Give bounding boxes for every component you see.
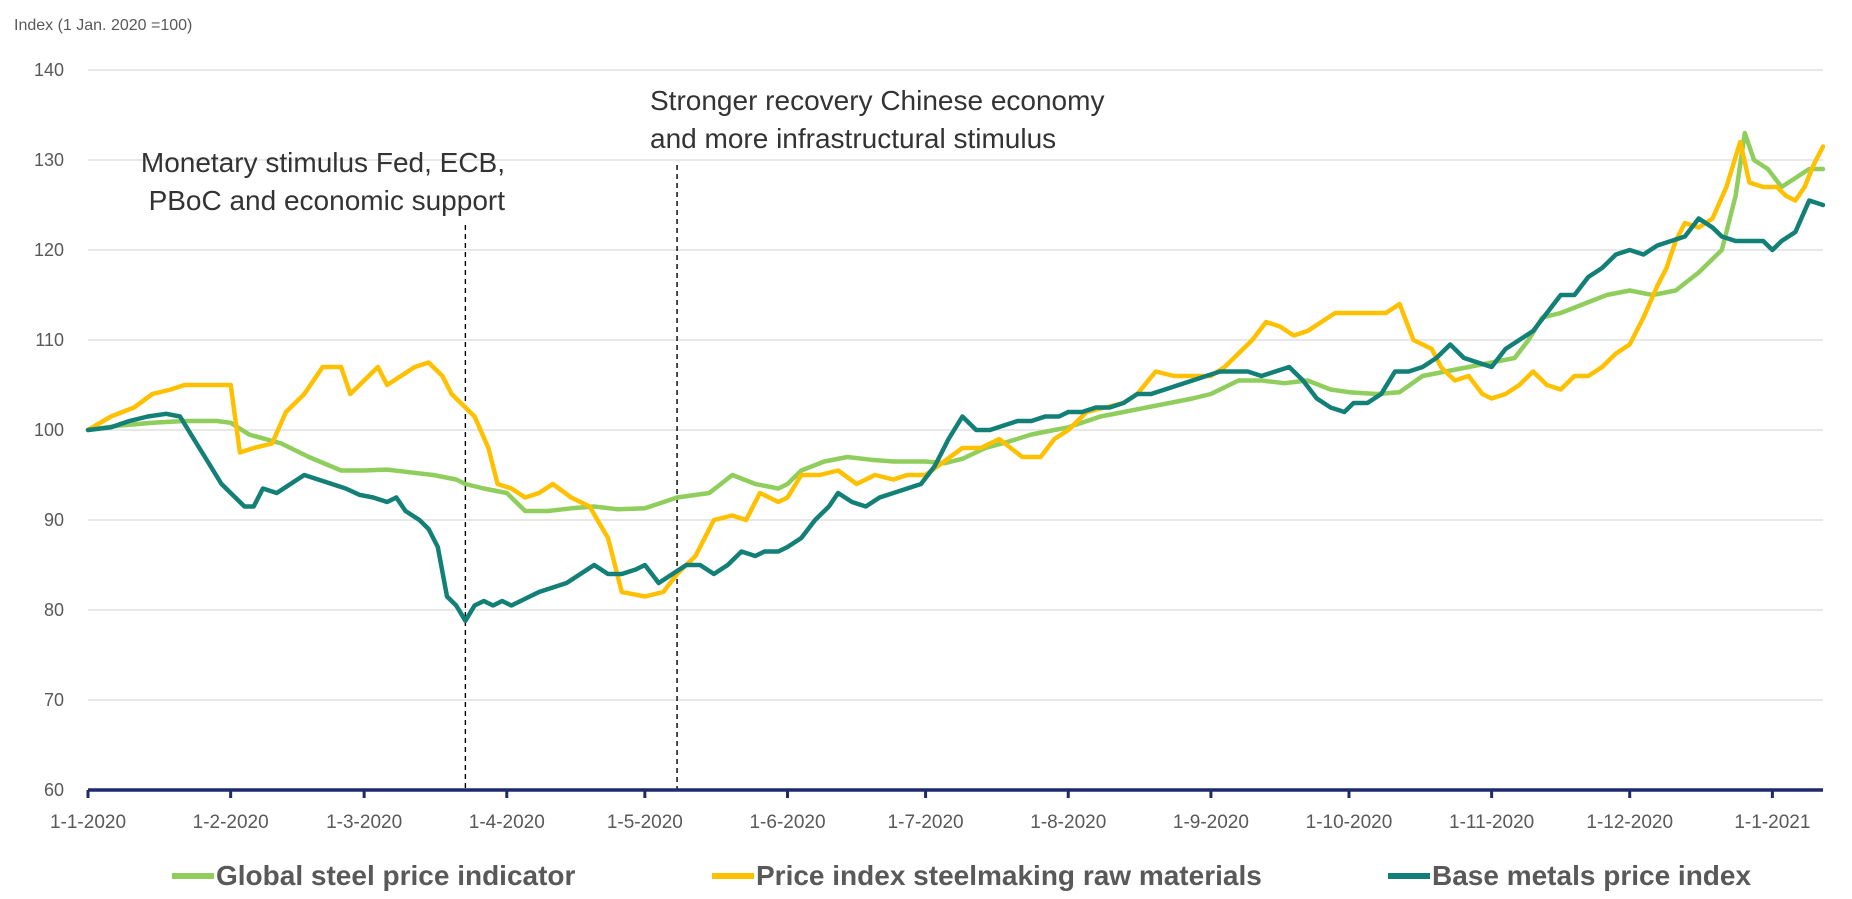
annotation-text-2-1: Stronger recovery Chinese economy (650, 85, 1104, 116)
series-line-3 (85, 198, 1826, 624)
x-tick-1-7-2020: 1-7-2020 (888, 812, 964, 833)
x-tick-1-1-2020: 1-1-2020 (50, 812, 126, 833)
x-tick-1-11-2020: 1-11-2020 (1449, 812, 1534, 833)
x-tick-labels: 1-1-2020 1-2-2020 1-3-2020 1-4-2020 1-5-2020… (50, 812, 1810, 833)
annotations: Monetary stimulus Fed, ECB, PBoC and econ… (141, 85, 1105, 216)
y-tick-120: 120 (34, 240, 64, 260)
legend-label-3: Base metals price index (1432, 860, 1751, 891)
y-tick-110: 110 (35, 330, 64, 350)
legend-label-1: Global steel price indicator (216, 860, 576, 891)
series-line-2 (85, 139, 1826, 599)
series-lines (85, 130, 1826, 624)
x-tick-1-6-2020: 1-6-2020 (749, 812, 825, 833)
x-tick-1-2-2020: 1-2-2020 (193, 812, 269, 833)
x-tick-1-12-2020: 1-12-2020 (1586, 812, 1673, 833)
y-tick-80: 80 (44, 600, 64, 620)
legend-label-2: Price index steelmaking raw materials (756, 860, 1262, 891)
gridlines (88, 69, 1823, 701)
x-tick-1-5-2020: 1-5-2020 (607, 812, 683, 833)
series-line-1 (85, 130, 1826, 514)
y-tick-140: 140 (34, 60, 64, 80)
annotation-text-2-2: and more infrastructural stimulus (650, 123, 1056, 154)
y-tick-100: 100 (34, 420, 64, 440)
y-tick-70: 70 (44, 690, 64, 710)
annotation-text-1-2: PBoC and economic support (149, 185, 506, 216)
y-tick-90: 90 (44, 510, 64, 530)
x-tick-1-3-2020: 1-3-2020 (326, 812, 402, 833)
y-tick-labels: 60 70 80 90 100 110 120 130 140 (34, 60, 64, 800)
x-tick-1-10-2020: 1-10-2020 (1306, 812, 1393, 833)
y-tick-60: 60 (44, 780, 64, 800)
x-tick-1-8-2020: 1-8-2020 (1030, 812, 1106, 833)
x-tick-1-4-2020: 1-4-2020 (469, 812, 545, 833)
y-axis-label: Index (1 Jan. 2020 =100) (14, 17, 192, 34)
legend: Global steel price indicator Price index … (172, 860, 1751, 891)
x-tick-1-1-2021: 1-1-2021 (1734, 812, 1810, 833)
x-tick-1-9-2020: 1-9-2020 (1173, 812, 1249, 833)
annotation-text-1-1: Monetary stimulus Fed, ECB, (141, 147, 505, 178)
annotation-lines (464, 165, 678, 790)
x-axis (86, 788, 1823, 798)
y-tick-130: 130 (34, 150, 64, 170)
